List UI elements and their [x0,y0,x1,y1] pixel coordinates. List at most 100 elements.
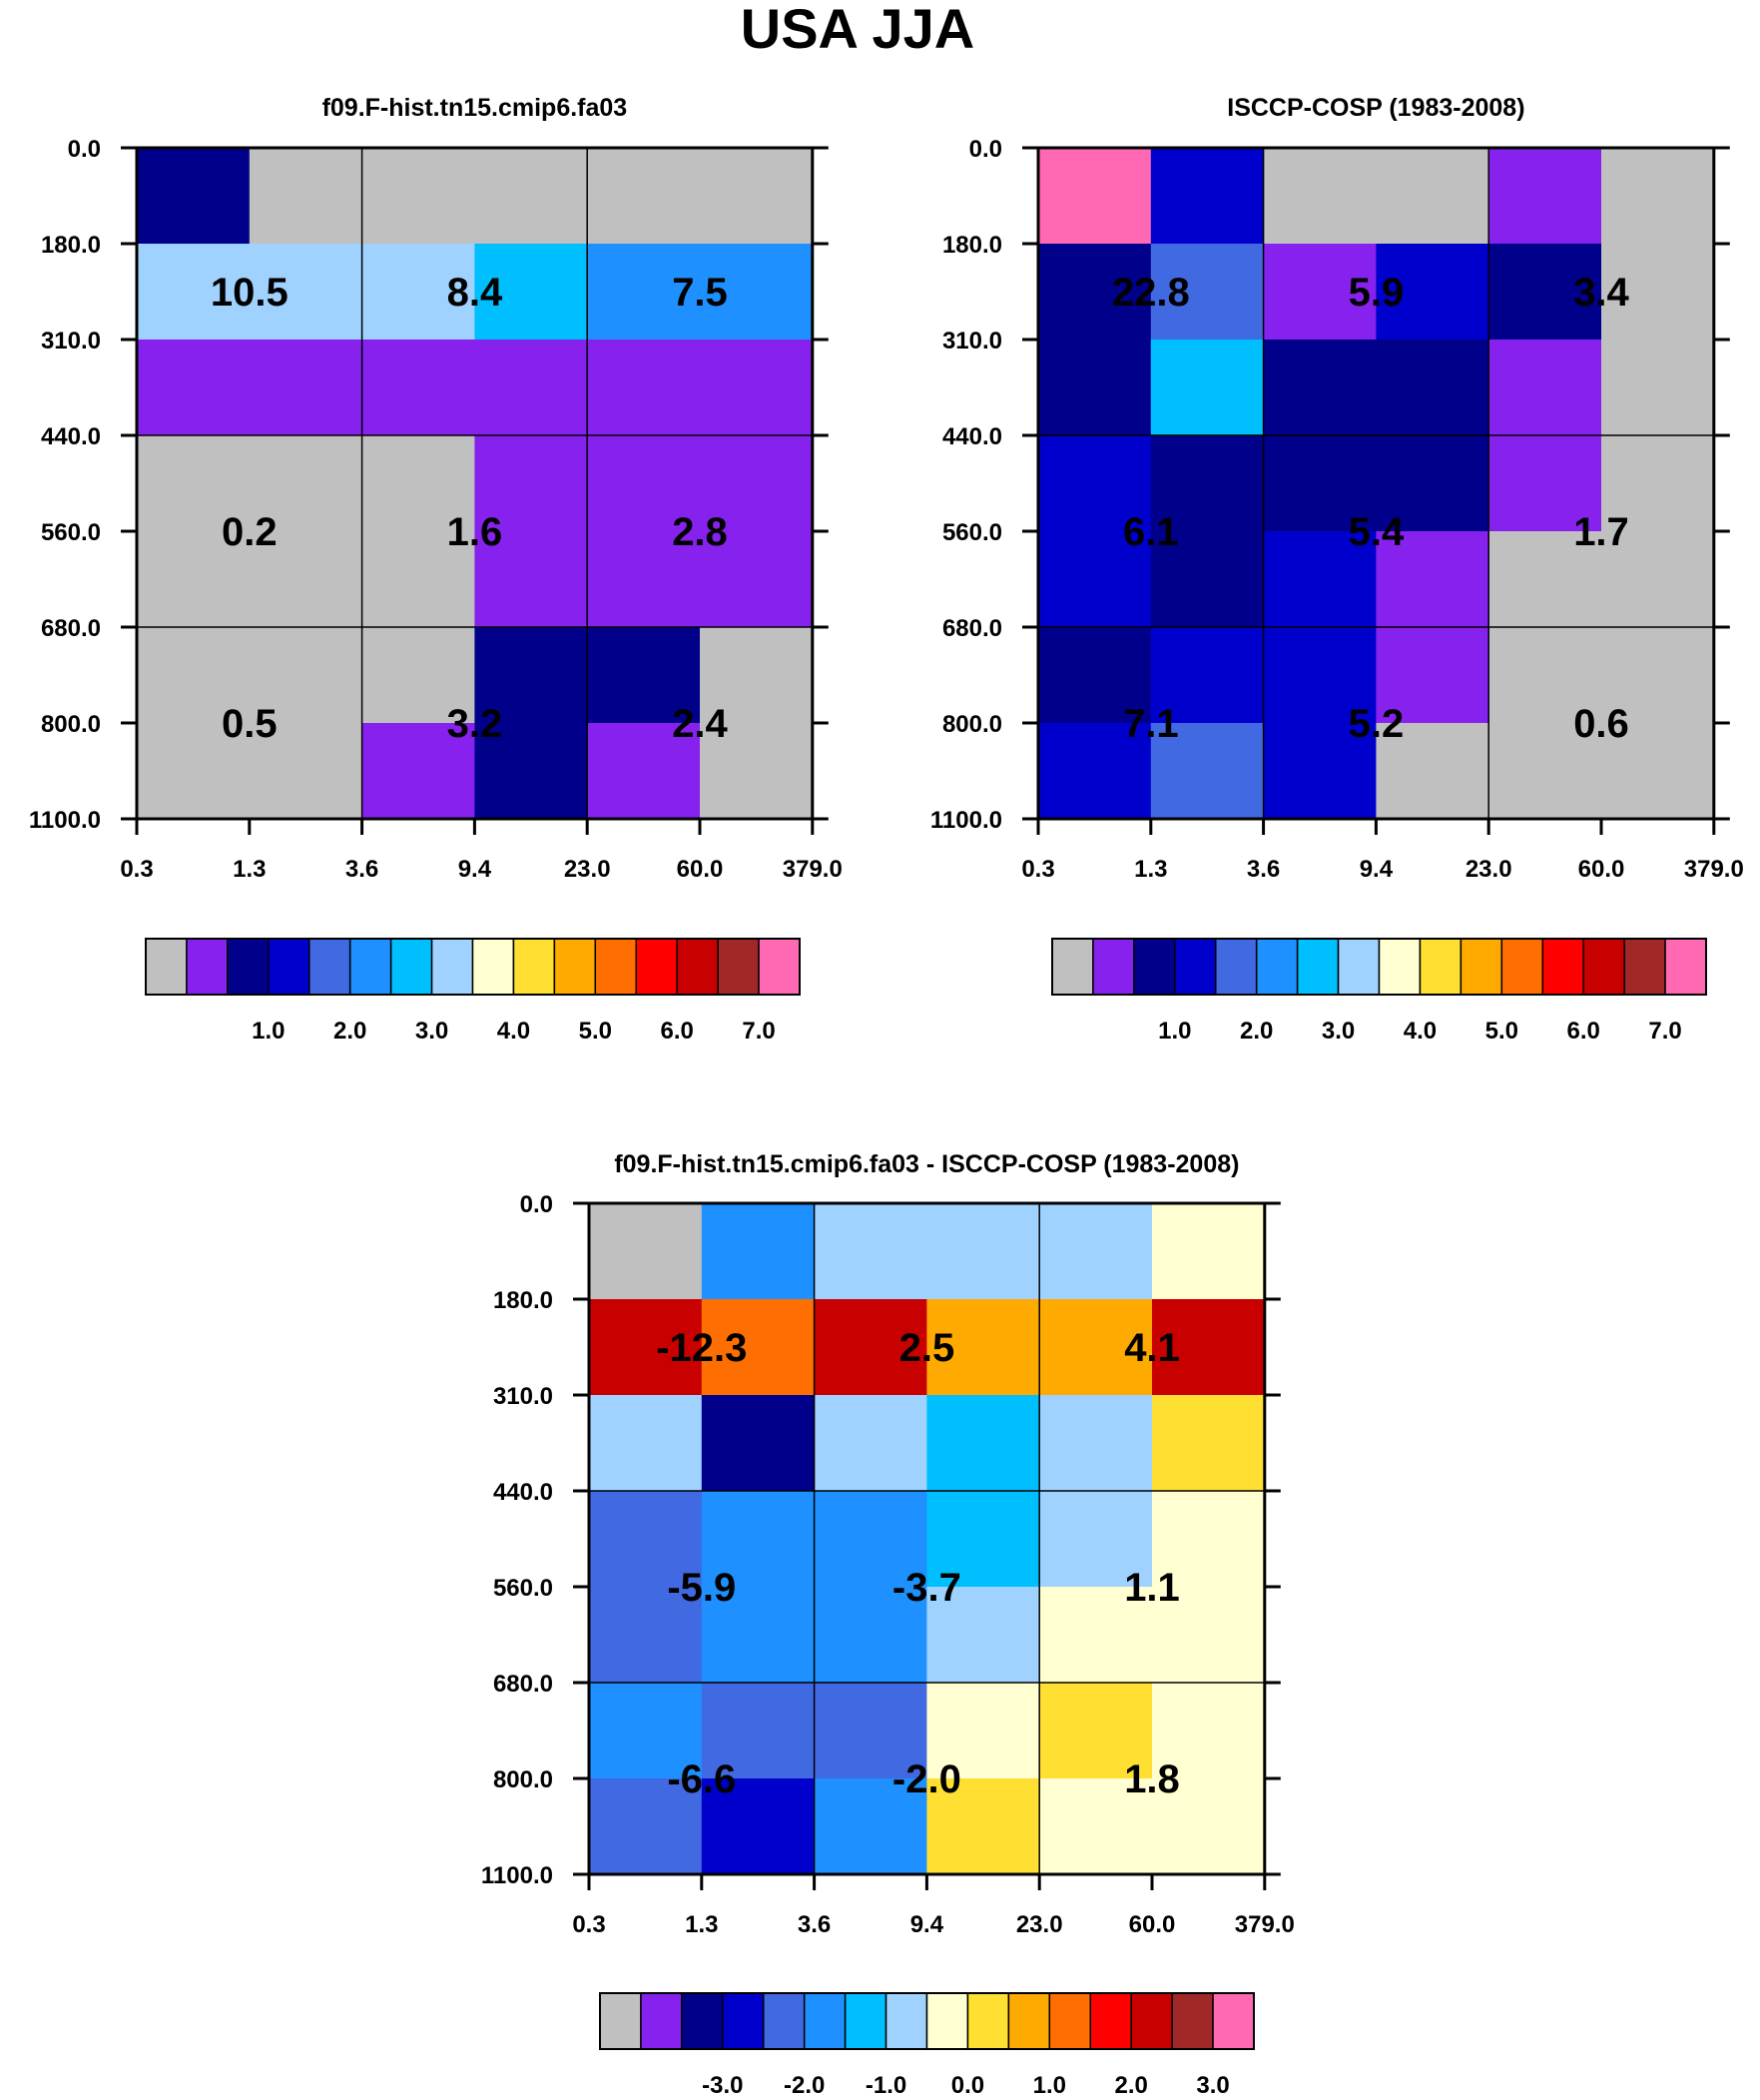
model-value-label: 3.2 [447,702,503,746]
diff-cell-r5-c3 [926,1683,1040,1779]
model-cell-r2-c3 [474,340,588,436]
model-ytick-label: 0.0 [68,136,101,163]
model-value-label: 2.4 [672,702,728,746]
diff-cell-r6-c4 [1039,1778,1153,1875]
obs-colorbar-label: 2.0 [1240,1018,1273,1045]
obs-ytick-label: 440.0 [942,423,1002,450]
diff-value-label: -3.7 [892,1566,961,1610]
model-xtick-label: 60.0 [677,856,724,883]
obs-cell-r3-c4 [1488,435,1602,532]
model-xtick-label: 379.0 [783,856,843,883]
diff-colorbar-frame [599,1992,1255,2050]
model-colorbar-swatch [676,938,719,996]
diff-ytick-label: 560.0 [493,1575,553,1602]
diff-colorbar-swatch [1130,1992,1173,2050]
model-cell-r0-c5 [700,148,814,245]
obs-cell-r5-c5 [1601,627,1715,724]
model-grid [137,148,813,819]
obs-value-label: 3.4 [1573,271,1629,315]
diff-cell-r3-c4 [1039,1491,1153,1588]
diff-ytick-label: 310.0 [493,1383,553,1410]
diff-cell-r3-c0 [589,1491,703,1588]
diff-value-labels: -12.3 2.5 4.1 -5.9 -3.7 1.1 -6.6 -2.0 1.8 [656,1326,1180,1801]
obs-value-label: 5.2 [1349,702,1405,746]
model-ytick-label: 440.0 [41,423,101,450]
diff-cell-r1-c2 [814,1299,927,1396]
diff-cell-r6-c2 [814,1778,927,1875]
diff-cell-r6-c1 [701,1778,816,1875]
obs-cell-r3-c3 [1376,435,1489,532]
diff-xtick-label: 60.0 [1129,1911,1176,1938]
model-colorbar-label: 1.0 [252,1018,285,1045]
obs-colorbar-swatch [1255,938,1299,996]
model-colorbar-swatch [389,938,433,996]
diff-cell-r1-c1 [701,1299,816,1396]
model-colorbar-swatch [348,938,392,996]
model-cell-r1-c1 [249,244,363,341]
model-cell-r0-c0 [137,148,251,245]
obs-panel-title: ISCCP-COSP (1983-2008) [1227,94,1524,122]
model-axis-ticks: 0.0 180.0 310.0 440.0 560.0 680.0 800.0 1100.0 0… [29,136,843,883]
obs-value-labels: 22.8 5.9 3.4 6.1 5.4 1.7 7.1 5.2 0.6 [1112,271,1630,746]
diff-cell-r5-c0 [589,1683,703,1779]
obs-colorbar-frame [1051,938,1707,996]
obs-cell-r0-c4 [1488,148,1602,245]
model-colorbar-swatch [145,938,188,996]
model-ytick-label: 310.0 [41,328,101,354]
obs-cell-r2-c4 [1488,340,1602,436]
diff-colorbar-swatch [640,1992,683,2050]
obs-ytick-label: 310.0 [942,328,1002,354]
obs-colorbar-label: 7.0 [1648,1018,1681,1045]
model-cell-r1-c4 [587,244,701,341]
obs-cell-r1-c0 [1038,244,1152,341]
diff-colorbar-swatch [1048,1992,1092,2050]
model-cell-r3-c1 [249,435,363,532]
model-cell-r6-c0 [137,723,251,820]
diff-axis-ticks: 0.0 180.0 310.0 440.0 560.0 680.0 800.0 1100.0 0… [481,1191,1295,1938]
obs-colorbar-label: 6.0 [1567,1018,1600,1045]
diff-xtick-label: 23.0 [1016,1911,1063,1938]
diff-cell-r6-c3 [926,1778,1040,1875]
obs-cell-r1-c3 [1376,244,1489,341]
obs-colorbar-swatch [1174,938,1217,996]
model-ytick-label: 680.0 [41,615,101,642]
diff-cell-r4-c1 [701,1587,816,1684]
obs-xtick-label: 1.3 [1134,856,1167,883]
diff-colorbar-swatch [803,1992,847,2050]
diff-cell-r5-c5 [1152,1683,1266,1779]
obs-cell-r5-c4 [1488,627,1602,724]
model-cell-r1-c2 [361,244,475,341]
diff-colorbar-label: 2.0 [1115,2072,1148,2099]
diff-cell-r0-c3 [926,1203,1040,1300]
diff-value-label: 4.1 [1124,1326,1180,1370]
diff-colorbar-swatch [722,1992,765,2050]
diff-colorbar-label: 3.0 [1196,2072,1229,2099]
model-cell-r5-c1 [249,627,363,724]
diff-cell-r2-c3 [926,1395,1040,1492]
model-colorbar-label: 4.0 [497,1018,530,1045]
diff-ytick-label: 1100.0 [481,1862,553,1889]
obs-axis-ticks: 0.0 180.0 310.0 440.0 560.0 680.0 800.0 1100.0 0… [930,136,1744,883]
model-cell-r2-c5 [700,340,814,436]
model-cell-r3-c3 [474,435,588,532]
obs-cell-r3-c0 [1038,435,1152,532]
obs-cell-r2-c1 [1150,340,1265,436]
obs-cell-r5-c0 [1038,627,1152,724]
model-colorbar-swatch [430,938,474,996]
obs-cells [1038,148,1715,820]
model-cell-r6-c1 [249,723,363,820]
obs-value-label: 5.4 [1349,510,1405,554]
diff-cell-r3-c5 [1152,1491,1266,1588]
model-colorbar-swatch [471,938,515,996]
diff-panel: f09.F-hist.tn15.cmip6.fa03 - ISCCP-COSP … [481,1150,1295,2099]
model-colorbar-swatch [268,938,310,996]
obs-cell-r1-c5 [1601,244,1715,341]
diff-xtick-label: 0.3 [572,1911,605,1938]
model-cell-r0-c2 [361,148,475,245]
obs-value-label: 5.9 [1349,271,1405,315]
diff-cell-r2-c1 [701,1395,816,1492]
diff-cell-r1-c4 [1039,1299,1153,1396]
model-cell-r1-c3 [474,244,588,341]
diff-cell-r3-c2 [814,1491,927,1588]
diff-cell-r4-c0 [589,1587,703,1684]
